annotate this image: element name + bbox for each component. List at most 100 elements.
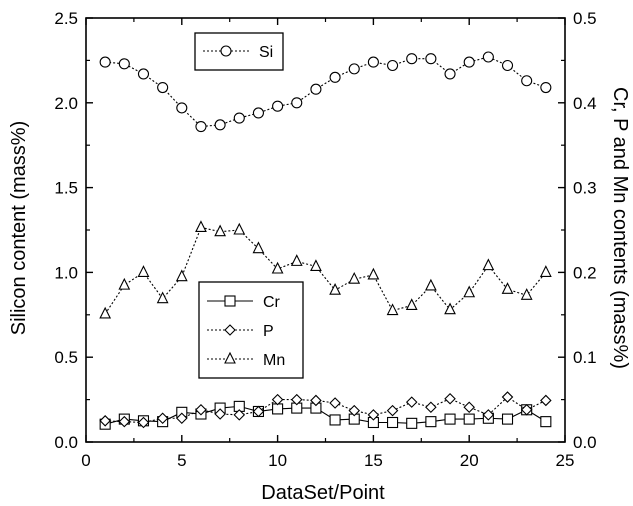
data-point-mn — [214, 224, 227, 237]
data-point-cr — [387, 416, 399, 429]
series-line-mn — [104, 226, 547, 315]
legend-si: Si — [194, 32, 284, 71]
data-point-si — [521, 75, 533, 87]
data-point-si — [540, 81, 552, 94]
data-point-si — [176, 102, 188, 114]
data-point-cr — [463, 413, 475, 425]
data-point-cr — [329, 414, 341, 426]
data-point-si — [157, 81, 169, 94]
data-point-mn — [444, 302, 456, 315]
x-tick-label: 25 — [556, 451, 575, 470]
data-point-p — [137, 416, 150, 429]
data-point-mn — [424, 278, 437, 291]
x-tick-label: 5 — [177, 451, 186, 470]
plot-frame — [85, 17, 566, 443]
data-point-p — [348, 404, 361, 417]
data-point-mn — [175, 269, 188, 282]
data-point-mn — [99, 306, 112, 319]
series-mn — [99, 220, 552, 319]
x-tick-label: 10 — [268, 451, 287, 470]
data-point-p — [310, 394, 322, 407]
data-point-cr — [444, 413, 456, 425]
data-point-mn — [252, 241, 265, 254]
data-point-si — [501, 59, 514, 72]
data-point-si — [425, 53, 437, 65]
legend-marker-p — [224, 324, 236, 336]
data-point-mn — [290, 254, 303, 266]
data-point-si — [348, 63, 360, 75]
data-point-si — [310, 83, 322, 95]
y-right-tick-label: 0.5 — [573, 9, 597, 28]
x-tick-label: 0 — [81, 451, 90, 470]
y-left-tick-label: 0.0 — [54, 433, 78, 452]
data-point-mn — [405, 298, 418, 311]
data-point-si — [233, 112, 245, 124]
data-point-p — [501, 391, 514, 403]
data-point-mn — [463, 285, 476, 298]
data-point-mn — [195, 220, 207, 233]
y-left-tick-label: 2.0 — [54, 94, 78, 113]
y-right-tick-label: 0.4 — [573, 94, 597, 113]
data-point-si — [329, 71, 341, 83]
legend-marker-si — [220, 45, 232, 57]
data-point-mn — [137, 265, 150, 277]
series-line-si — [105, 56, 547, 128]
data-point-p — [156, 412, 169, 425]
data-point-mn — [501, 282, 514, 294]
data-point-si — [482, 51, 494, 63]
x-axis-label: DataSet/Point — [261, 482, 385, 504]
data-point-mn — [520, 288, 533, 300]
data-point-cr — [425, 416, 437, 428]
data-point-mn — [156, 291, 169, 304]
data-point-si — [252, 107, 264, 119]
data-point-si — [463, 56, 475, 68]
data-point-p — [290, 393, 303, 406]
data-point-cr — [501, 413, 514, 425]
data-point-p — [463, 401, 475, 414]
data-point-p — [367, 409, 380, 421]
y-left-tick-label: 2.5 — [54, 9, 78, 28]
data-point-si — [387, 59, 399, 72]
data-point-si — [137, 68, 150, 80]
y-left-tick-label: 0.5 — [54, 348, 78, 367]
data-point-p — [329, 397, 341, 409]
data-point-p — [482, 409, 495, 421]
data-point-si — [406, 53, 418, 65]
data-point-mn — [482, 258, 495, 271]
data-point-p — [386, 404, 399, 417]
x-tick-label: 20 — [460, 451, 479, 470]
data-point-si — [367, 56, 379, 68]
data-point-p — [252, 405, 265, 418]
y-right-tick-label: 0.0 — [573, 433, 597, 452]
data-point-p — [214, 408, 226, 420]
tick-labels: 0 5 10 15 20 250.00.51.01.52.02.50.00.10.20.3… — [54, 9, 596, 470]
data-point-mn — [310, 259, 322, 272]
legend-marker-mn — [224, 351, 236, 364]
series-si — [99, 51, 552, 133]
data-point-p — [520, 403, 533, 416]
x-tick-label: 15 — [364, 451, 383, 470]
y-right-tick-label: 0.3 — [573, 179, 597, 198]
data-point-p — [444, 392, 456, 405]
data-point-si — [272, 100, 284, 112]
y-right-tick-label: 0.1 — [573, 348, 597, 367]
legend-label-cr: Cr — [263, 294, 281, 311]
data-point-si — [118, 58, 130, 70]
data-point-p — [118, 415, 131, 428]
y-left-tick-label: 1.5 — [54, 179, 78, 198]
legend-label-p: P — [263, 323, 274, 340]
data-point-p — [99, 415, 111, 427]
data-point-si — [99, 56, 111, 68]
data-point-p — [271, 393, 284, 406]
y-axis-right-label: Cr, P and Mn contents (mass%) — [609, 87, 631, 369]
data-point-mn — [233, 222, 246, 235]
data-point-mn — [386, 303, 399, 316]
y-right-tick-label: 0.2 — [573, 263, 597, 282]
data-point-si — [214, 119, 226, 131]
data-point-mn — [271, 261, 284, 274]
data-point-cr — [272, 403, 284, 415]
series-layer — [99, 51, 552, 430]
data-point-p — [425, 401, 437, 414]
y-axis-left-label: Silicon content (mass%) — [8, 121, 30, 336]
